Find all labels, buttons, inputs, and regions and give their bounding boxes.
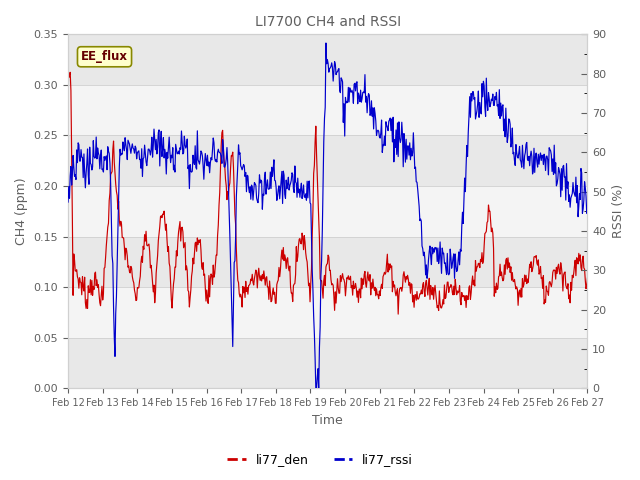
- Bar: [68, 135, 588, 186]
- X-axis label: Time: Time: [312, 414, 343, 427]
- Title: LI7700 CH4 and RSSI: LI7700 CH4 and RSSI: [255, 15, 401, 29]
- Bar: [68, 237, 588, 287]
- Bar: [68, 186, 588, 237]
- Bar: [68, 287, 588, 338]
- Text: EE_flux: EE_flux: [81, 50, 128, 63]
- Bar: [68, 35, 588, 85]
- Bar: [68, 85, 588, 135]
- Legend: li77_den, li77_rssi: li77_den, li77_rssi: [222, 448, 418, 471]
- Bar: [68, 338, 588, 388]
- Y-axis label: RSSI (%): RSSI (%): [612, 184, 625, 239]
- Y-axis label: CH4 (ppm): CH4 (ppm): [15, 178, 28, 245]
